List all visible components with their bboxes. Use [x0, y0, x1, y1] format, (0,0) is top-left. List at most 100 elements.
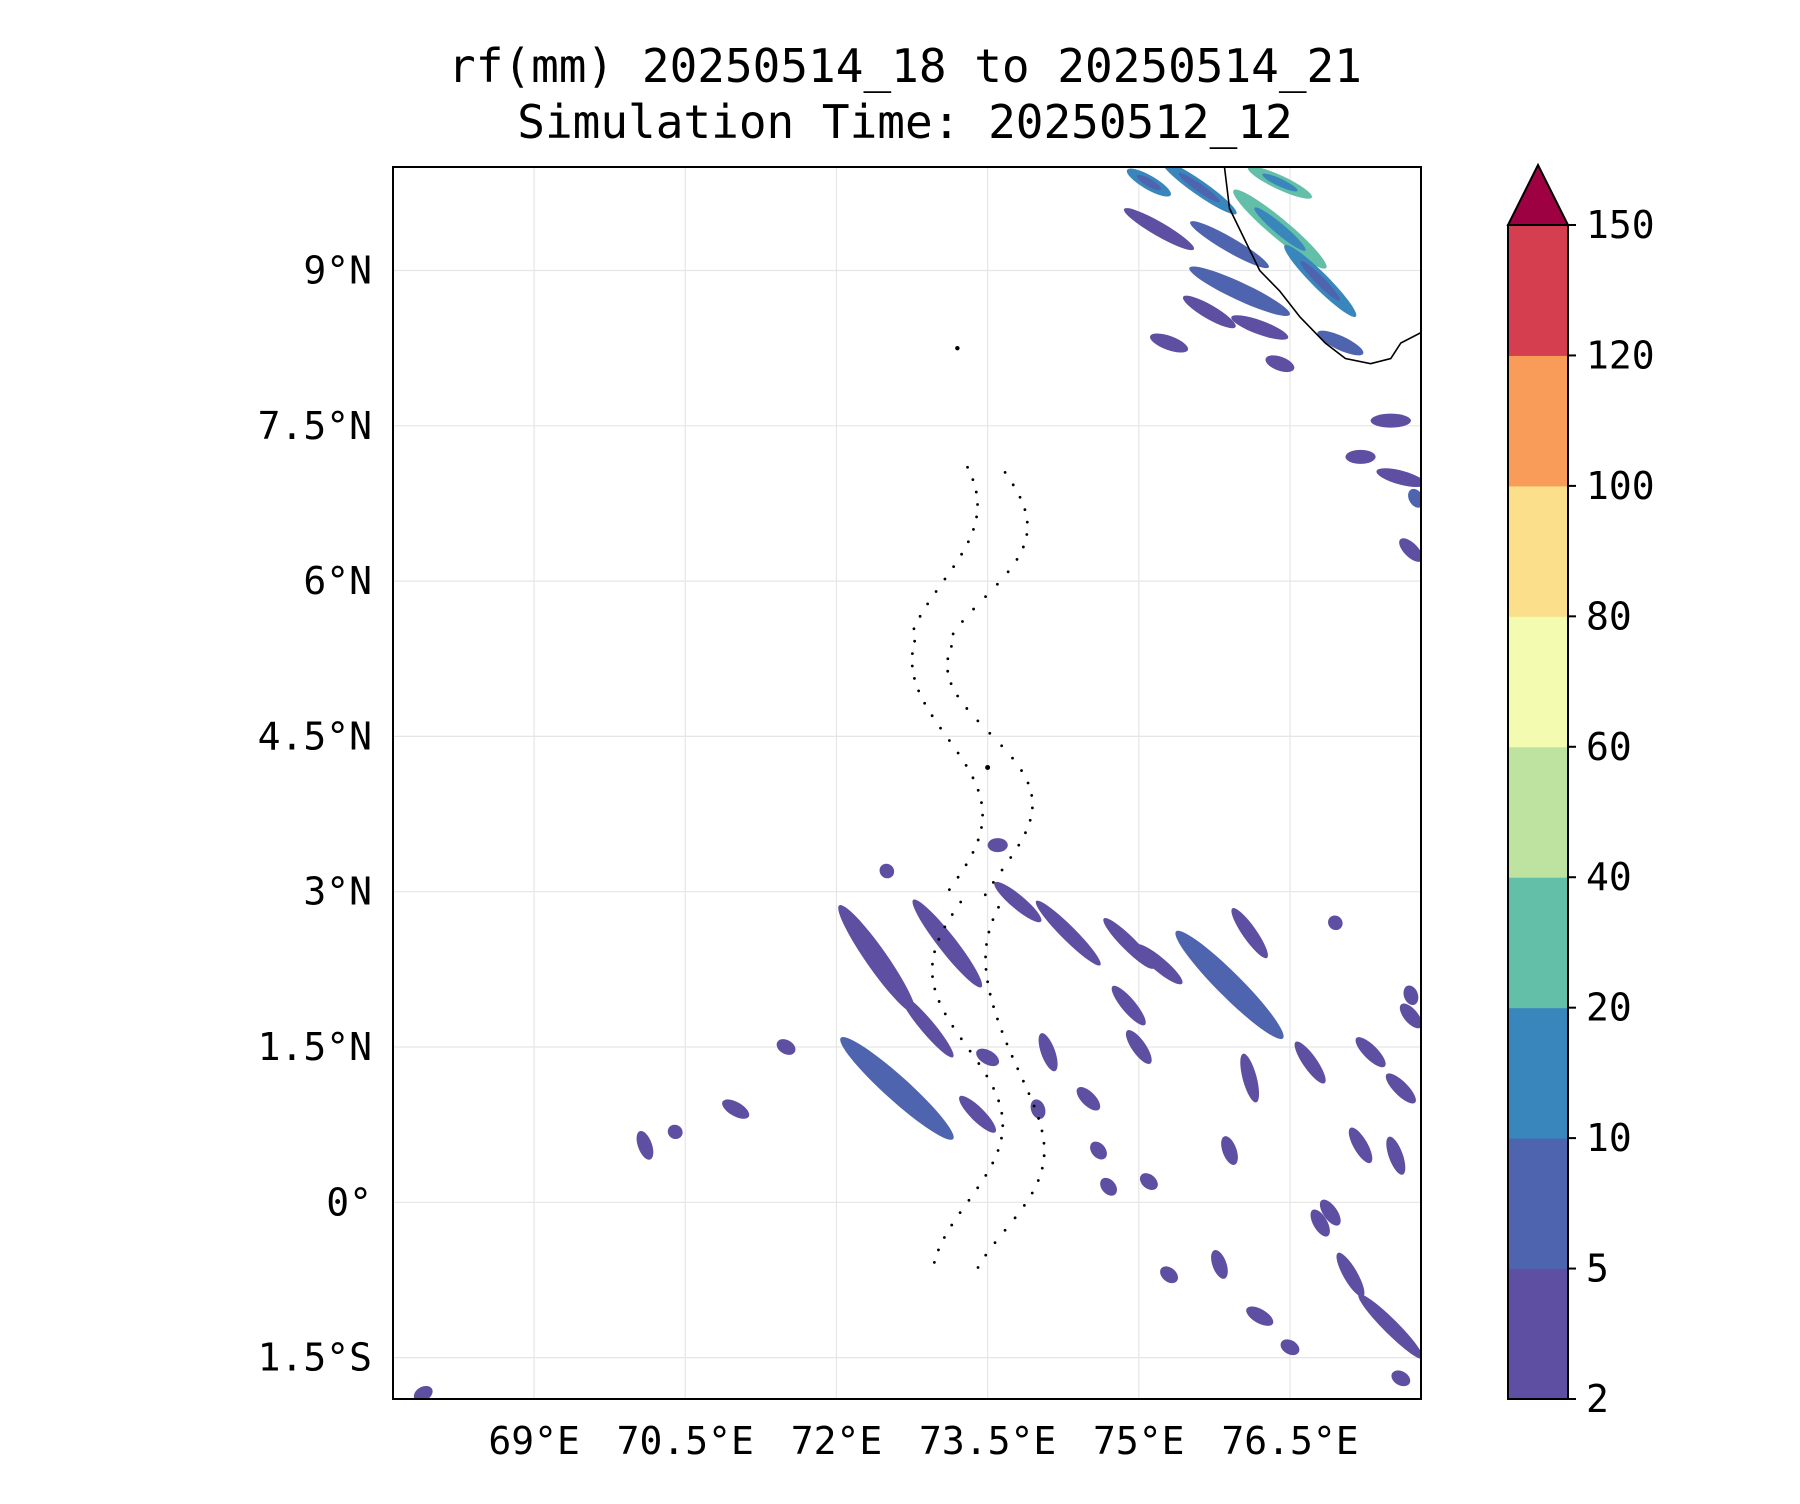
- island-dot: [1022, 1204, 1026, 1207]
- island-dot: [1025, 533, 1029, 536]
- rain-cell-core: [1178, 173, 1220, 203]
- rain-cell: [1310, 1209, 1330, 1237]
- longitude-tick-labels: 69°E 70.5°E 72°E 73.5°E 75°E 76.5°E: [488, 1419, 1358, 1463]
- rain-cell: [1355, 1037, 1386, 1068]
- rain-cell: [1348, 1127, 1373, 1164]
- lon-tick-label: 69°E: [488, 1419, 580, 1463]
- rain-cell: [1294, 1041, 1326, 1084]
- island-dot: [984, 967, 988, 971]
- island-dot: [913, 677, 916, 680]
- colorbar-extend-arrow: [1506, 162, 1570, 226]
- island-dot: [917, 689, 921, 693]
- rain-cell: [1345, 449, 1376, 464]
- rain-cell: [1385, 1073, 1416, 1104]
- colorbar-tick-label: 5: [1586, 1247, 1609, 1291]
- island-dot: [991, 880, 995, 884]
- rain-cell: [1038, 1033, 1058, 1072]
- island-dot: [1030, 806, 1034, 810]
- island-dot: [950, 1223, 954, 1227]
- colorbar-segment: [1508, 616, 1568, 748]
- lat-tick-label: 0°: [326, 1180, 372, 1224]
- rain-cell: [840, 1037, 954, 1140]
- island-dot: [964, 764, 968, 767]
- island-dot: [1042, 1154, 1046, 1158]
- island-dot: [1040, 1129, 1044, 1133]
- island-dot: [943, 1012, 947, 1016]
- colorbar-tick-label: 100: [1586, 464, 1655, 508]
- lat-tick-label: 3°N: [303, 870, 372, 914]
- island-dot: [1021, 545, 1025, 549]
- rain-cell: [912, 899, 983, 988]
- island-dot: [965, 707, 969, 710]
- island-dot: [1000, 744, 1004, 748]
- island-dot: [976, 788, 980, 792]
- island-dot: [1028, 818, 1032, 822]
- rain-cell: [1408, 488, 1421, 508]
- island-dot: [972, 607, 975, 611]
- island-dot: [985, 764, 991, 770]
- island-dot: [1011, 756, 1014, 760]
- island-dot: [974, 490, 978, 494]
- map-frame: [392, 166, 1422, 1400]
- island-dot: [980, 801, 983, 805]
- rain-cell: [994, 881, 1042, 923]
- rain-cell-core: [1254, 207, 1306, 251]
- rain-cell: [722, 1099, 750, 1119]
- rain-cell: [1336, 1252, 1365, 1297]
- island-dot: [951, 632, 955, 636]
- island-dot: [932, 1260, 936, 1264]
- island-dot: [942, 1236, 946, 1239]
- title-line-2: Simulation Time: 20250512_12: [517, 95, 1292, 149]
- island-dot: [1005, 1042, 1009, 1046]
- rain-cell: [1391, 1370, 1411, 1387]
- island-dot: [1020, 769, 1023, 772]
- rain-cell: [1319, 1199, 1341, 1226]
- rain-cell: [838, 905, 916, 1013]
- island-dot: [976, 503, 979, 506]
- rain-cell: [1125, 1030, 1152, 1064]
- colorbar-frame: [1507, 224, 1569, 1400]
- rain-cell: [987, 838, 1008, 853]
- island-dot: [933, 987, 937, 991]
- island-dot: [1000, 868, 1004, 872]
- island-dot: [946, 669, 950, 673]
- rain-cell: [1403, 985, 1419, 1006]
- rain-cell: [1175, 930, 1284, 1040]
- island-dot: [964, 863, 968, 867]
- island-dot: [937, 1000, 941, 1003]
- island-dot: [1001, 1124, 1005, 1128]
- title-line-1: rf(mm) 20250514_18 to 20250514_21: [448, 39, 1362, 93]
- island-dot: [975, 515, 978, 519]
- rain-cell-core: [1262, 173, 1298, 192]
- rain-cell: [879, 863, 895, 879]
- rain-cell: [1030, 1099, 1046, 1119]
- island-dot: [1003, 1228, 1007, 1232]
- island-dot: [955, 345, 960, 351]
- island-dot: [984, 1253, 988, 1257]
- rain-cell: [1231, 315, 1289, 340]
- island-dot: [1021, 1079, 1025, 1083]
- rain-cell: [1246, 1306, 1274, 1326]
- island-dot: [937, 937, 941, 941]
- colorbar-segment: [1508, 225, 1568, 356]
- island-dot: [1023, 508, 1027, 512]
- island-dot: [943, 577, 947, 581]
- colorbar-segment: [1508, 746, 1568, 878]
- island-dot: [952, 565, 956, 569]
- latitude-tick-labels: 9°N 7.5°N 6°N 4.5°N 3°N 1.5°N 0° 1.5°S: [258, 249, 372, 1380]
- coastline-india: [1223, 167, 1421, 365]
- island-dot: [985, 943, 988, 946]
- colorbar-segment: [1508, 1268, 1568, 1400]
- island-dot: [1010, 1054, 1014, 1058]
- island-dot: [950, 644, 953, 648]
- island-dot: [934, 590, 938, 593]
- island-dot: [946, 657, 950, 661]
- island-dot: [984, 1173, 988, 1177]
- rain-cell: [1221, 1136, 1238, 1165]
- rain-cell: [1100, 1177, 1117, 1196]
- island-dot: [910, 652, 914, 655]
- island-dot: [977, 1062, 981, 1065]
- island-dot: [933, 950, 936, 954]
- rain-cell: [1376, 468, 1421, 487]
- island-dot: [1024, 831, 1027, 835]
